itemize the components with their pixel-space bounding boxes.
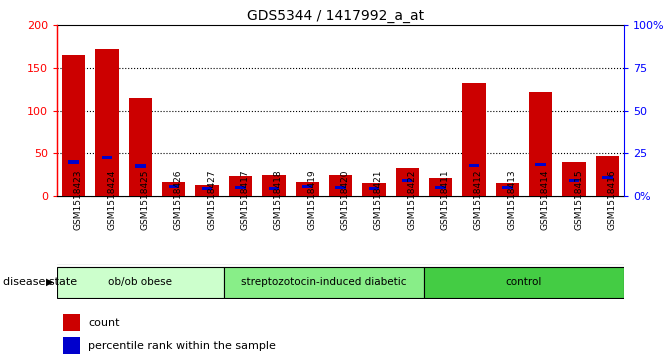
Text: ▶: ▶ [46,277,54,287]
Bar [95,49,119,196]
Bar [57,267,224,298]
Bar [602,176,613,179]
Bar [535,163,546,166]
Text: disease state: disease state [3,277,77,287]
Bar [195,185,219,196]
Bar [229,176,252,196]
Bar [336,186,346,189]
Bar [429,178,452,196]
Bar [502,186,513,189]
Text: GSM1518423: GSM1518423 [74,169,83,230]
Text: GSM1518425: GSM1518425 [140,169,150,230]
Text: GSM1518426: GSM1518426 [174,169,183,230]
Bar [168,185,179,188]
Bar [62,55,85,196]
Bar [62,314,80,331]
Text: GSM1518424: GSM1518424 [107,169,116,230]
Bar [135,164,146,168]
Text: GSM1518411: GSM1518411 [441,169,450,230]
Text: GSM1518416: GSM1518416 [607,169,617,230]
Bar [569,179,579,182]
Bar [468,164,479,167]
Text: percentile rank within the sample: percentile rank within the sample [88,340,276,351]
Bar [129,98,152,196]
Bar [102,156,112,159]
Bar [262,175,285,196]
Text: GSM1518415: GSM1518415 [574,169,583,230]
Text: count: count [88,318,119,328]
Bar [529,92,552,196]
Text: GDS5344 / 1417992_a_at: GDS5344 / 1417992_a_at [247,9,424,23]
Text: GSM1518418: GSM1518418 [274,169,283,230]
Bar [396,168,419,196]
Bar [236,186,246,189]
Text: GSM1518414: GSM1518414 [541,169,550,230]
Bar [329,175,352,196]
Bar [68,160,79,164]
Bar [596,156,619,196]
Text: streptozotocin-induced diabetic: streptozotocin-induced diabetic [241,277,407,287]
Bar [162,182,185,196]
Bar [368,187,379,190]
Bar [302,185,313,188]
Text: GSM1518427: GSM1518427 [207,169,216,230]
Bar [202,187,213,190]
Text: GSM1518412: GSM1518412 [474,169,483,230]
Bar [435,186,446,189]
Bar [362,183,386,196]
Bar [496,183,519,196]
Text: GSM1518419: GSM1518419 [307,169,316,230]
Bar [402,179,413,182]
Text: GSM1518417: GSM1518417 [240,169,250,230]
Text: GSM1518422: GSM1518422 [407,169,416,230]
Bar [462,82,486,196]
Text: ob/ob obese: ob/ob obese [109,277,172,287]
Text: GSM1518413: GSM1518413 [507,169,516,230]
Bar [268,187,279,190]
Text: control: control [506,277,542,287]
Bar [562,162,586,196]
Text: GSM1518421: GSM1518421 [374,169,383,230]
Bar [62,337,80,354]
Bar [295,182,319,196]
Text: GSM1518420: GSM1518420 [341,169,350,230]
Bar [224,267,424,298]
Bar [424,267,624,298]
